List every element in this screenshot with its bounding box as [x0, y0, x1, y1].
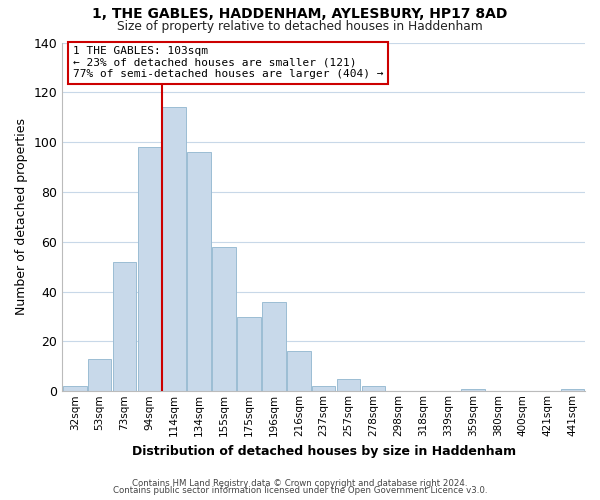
Bar [312, 386, 335, 392]
Text: Contains public sector information licensed under the Open Government Licence v3: Contains public sector information licen… [113, 486, 487, 495]
Bar [561, 389, 584, 392]
Text: 1 THE GABLES: 103sqm
← 23% of detached houses are smaller (121)
77% of semi-deta: 1 THE GABLES: 103sqm ← 23% of detached h… [73, 46, 383, 79]
Bar [63, 386, 86, 392]
Bar [237, 316, 261, 392]
Bar [187, 152, 211, 392]
X-axis label: Distribution of detached houses by size in Haddenham: Distribution of detached houses by size … [131, 444, 516, 458]
Bar [461, 389, 485, 392]
Bar [88, 359, 112, 392]
Text: Size of property relative to detached houses in Haddenham: Size of property relative to detached ho… [117, 20, 483, 33]
Bar [163, 108, 186, 392]
Bar [113, 262, 136, 392]
Text: Contains HM Land Registry data © Crown copyright and database right 2024.: Contains HM Land Registry data © Crown c… [132, 478, 468, 488]
Bar [137, 147, 161, 392]
Bar [337, 379, 361, 392]
Bar [262, 302, 286, 392]
Bar [212, 247, 236, 392]
Y-axis label: Number of detached properties: Number of detached properties [15, 118, 28, 316]
Text: 1, THE GABLES, HADDENHAM, AYLESBURY, HP17 8AD: 1, THE GABLES, HADDENHAM, AYLESBURY, HP1… [92, 8, 508, 22]
Bar [287, 352, 311, 392]
Bar [362, 386, 385, 392]
